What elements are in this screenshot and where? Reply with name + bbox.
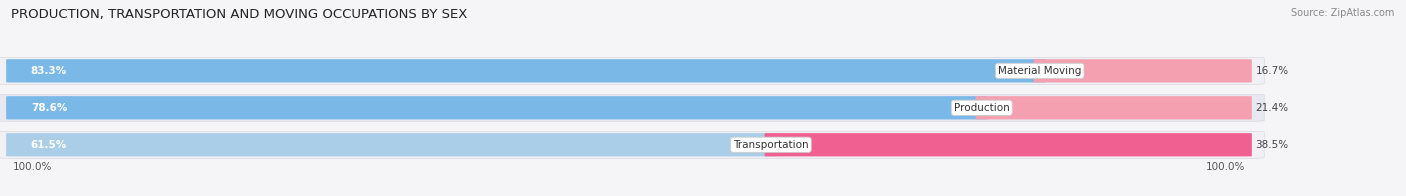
Text: Transportation: Transportation [733, 140, 808, 150]
Text: 78.6%: 78.6% [31, 103, 67, 113]
FancyBboxPatch shape [0, 57, 1264, 84]
FancyBboxPatch shape [6, 133, 778, 156]
Text: 21.4%: 21.4% [1256, 103, 1289, 113]
FancyBboxPatch shape [6, 96, 988, 119]
Text: 38.5%: 38.5% [1256, 140, 1289, 150]
Text: 16.7%: 16.7% [1256, 66, 1289, 76]
Text: 100.0%: 100.0% [1206, 162, 1246, 172]
FancyBboxPatch shape [765, 133, 1251, 156]
Text: 61.5%: 61.5% [31, 140, 67, 150]
FancyBboxPatch shape [1033, 59, 1251, 83]
FancyBboxPatch shape [976, 96, 1251, 119]
Text: 83.3%: 83.3% [31, 66, 67, 76]
FancyBboxPatch shape [0, 94, 1264, 121]
FancyBboxPatch shape [0, 131, 1264, 158]
Text: Source: ZipAtlas.com: Source: ZipAtlas.com [1291, 8, 1395, 18]
Text: PRODUCTION, TRANSPORTATION AND MOVING OCCUPATIONS BY SEX: PRODUCTION, TRANSPORTATION AND MOVING OC… [11, 8, 468, 21]
Text: Production: Production [953, 103, 1010, 113]
FancyBboxPatch shape [6, 59, 1046, 83]
Text: 100.0%: 100.0% [13, 162, 52, 172]
Text: Material Moving: Material Moving [998, 66, 1081, 76]
